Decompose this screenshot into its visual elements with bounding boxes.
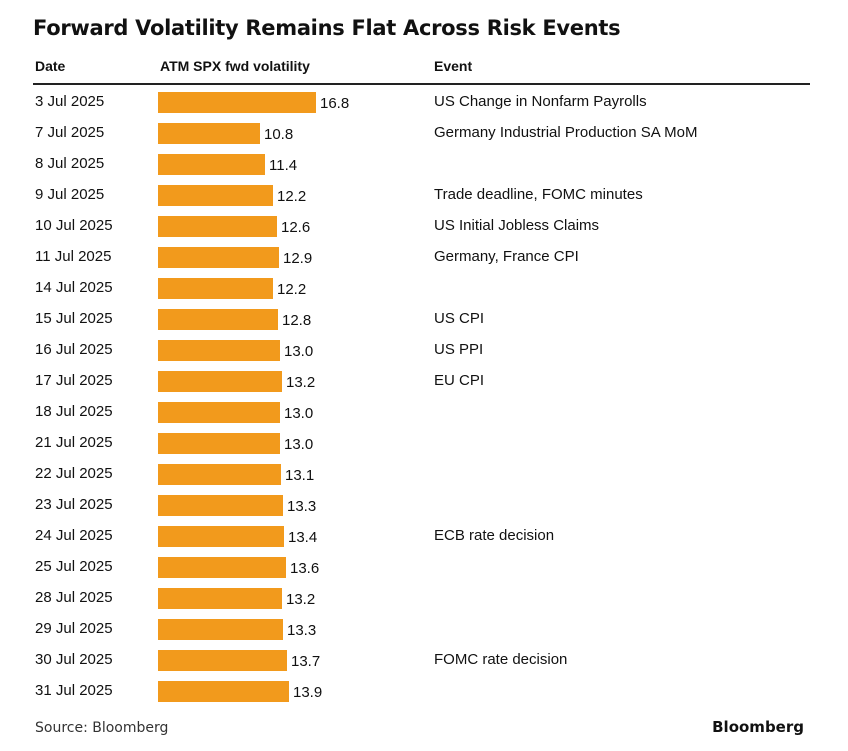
row-date: 29 Jul 2025 xyxy=(35,620,113,637)
volatility-bar xyxy=(158,184,273,206)
volatility-bar xyxy=(158,649,287,671)
row-date: 28 Jul 2025 xyxy=(35,589,113,606)
volatility-bar xyxy=(158,153,265,175)
bar-value-label: 12.6 xyxy=(281,219,311,236)
volatility-bar xyxy=(158,122,260,144)
chart-title: Forward Volatility Remains Flat Across R… xyxy=(33,16,621,40)
bar-value-label: 13.0 xyxy=(284,405,314,422)
volatility-bar xyxy=(158,618,283,640)
volatility-bar xyxy=(158,525,284,547)
row-event: Trade deadline, FOMC minutes xyxy=(434,186,643,203)
row-date: 16 Jul 2025 xyxy=(35,341,113,358)
row-date: 23 Jul 2025 xyxy=(35,496,113,513)
bar-value-label: 12.8 xyxy=(282,312,312,329)
volatility-bar xyxy=(158,556,286,578)
bar-value-label: 13.2 xyxy=(286,591,316,608)
row-date: 9 Jul 2025 xyxy=(35,186,105,203)
row-date: 18 Jul 2025 xyxy=(35,403,113,420)
row-event: US Initial Jobless Claims xyxy=(434,217,600,234)
bar-value-label: 10.8 xyxy=(264,126,294,143)
row-event: US Change in Nonfarm Payrolls xyxy=(434,93,647,110)
bar-value-label: 13.7 xyxy=(291,653,321,670)
header-divider xyxy=(33,83,810,85)
bar-value-label: 13.0 xyxy=(284,343,314,360)
row-date: 14 Jul 2025 xyxy=(35,279,113,296)
column-header-event: Event xyxy=(434,58,473,74)
row-date: 30 Jul 2025 xyxy=(35,651,113,668)
volatility-bar xyxy=(158,587,282,609)
column-header-date: Date xyxy=(35,58,66,74)
bar-value-label: 13.9 xyxy=(293,684,323,701)
volatility-bar xyxy=(158,277,273,299)
row-event: Germany, France CPI xyxy=(434,248,579,265)
bar-value-label: 13.3 xyxy=(287,622,317,639)
row-event: Germany Industrial Production SA MoM xyxy=(434,124,698,141)
row-date: 25 Jul 2025 xyxy=(35,558,113,575)
row-event: US CPI xyxy=(434,310,485,327)
row-event: US PPI xyxy=(434,341,484,358)
bar-value-label: 12.2 xyxy=(277,188,307,205)
row-date: 31 Jul 2025 xyxy=(35,682,113,699)
bar-value-label: 13.4 xyxy=(288,529,318,546)
row-date: 21 Jul 2025 xyxy=(35,434,113,451)
row-date: 24 Jul 2025 xyxy=(35,527,113,544)
bar-value-label: 16.8 xyxy=(320,95,350,112)
row-event: ECB rate decision xyxy=(434,527,555,544)
row-event: EU CPI xyxy=(434,372,485,389)
bar-value-label: 11.4 xyxy=(269,157,298,174)
row-event: FOMC rate decision xyxy=(434,651,568,668)
bar-value-label: 13.2 xyxy=(286,374,316,391)
volatility-bar xyxy=(158,246,279,268)
volatility-bar xyxy=(158,432,280,454)
volatility-bar xyxy=(158,370,282,392)
source-note: Source: Bloomberg xyxy=(35,720,169,736)
volatility-bar xyxy=(158,308,278,330)
bar-value-label: 13.0 xyxy=(284,436,314,453)
bar-value-label: 12.9 xyxy=(283,250,313,267)
row-date: 22 Jul 2025 xyxy=(35,465,113,482)
row-date: 7 Jul 2025 xyxy=(35,124,105,141)
row-date: 15 Jul 2025 xyxy=(35,310,113,327)
bar-value-label: 13.3 xyxy=(287,498,317,515)
volatility-bar xyxy=(158,91,316,113)
volatility-bar xyxy=(158,463,281,485)
volatility-bar xyxy=(158,680,289,702)
row-date: 10 Jul 2025 xyxy=(35,217,113,234)
bar-value-label: 13.1 xyxy=(285,467,315,484)
bar-value-label: 12.2 xyxy=(277,281,307,298)
volatility-bar xyxy=(158,494,283,516)
volatility-bar xyxy=(158,339,280,361)
row-date: 8 Jul 2025 xyxy=(35,155,105,172)
column-header-volatility: ATM SPX fwd volatility xyxy=(160,58,310,74)
row-date: 3 Jul 2025 xyxy=(35,93,105,110)
bar-value-label: 13.6 xyxy=(290,560,320,577)
volatility-bar xyxy=(158,215,277,237)
row-date: 17 Jul 2025 xyxy=(35,372,113,389)
brand-logo: Bloomberg xyxy=(712,718,804,736)
row-date: 11 Jul 2025 xyxy=(35,248,112,265)
volatility-bar xyxy=(158,401,280,423)
